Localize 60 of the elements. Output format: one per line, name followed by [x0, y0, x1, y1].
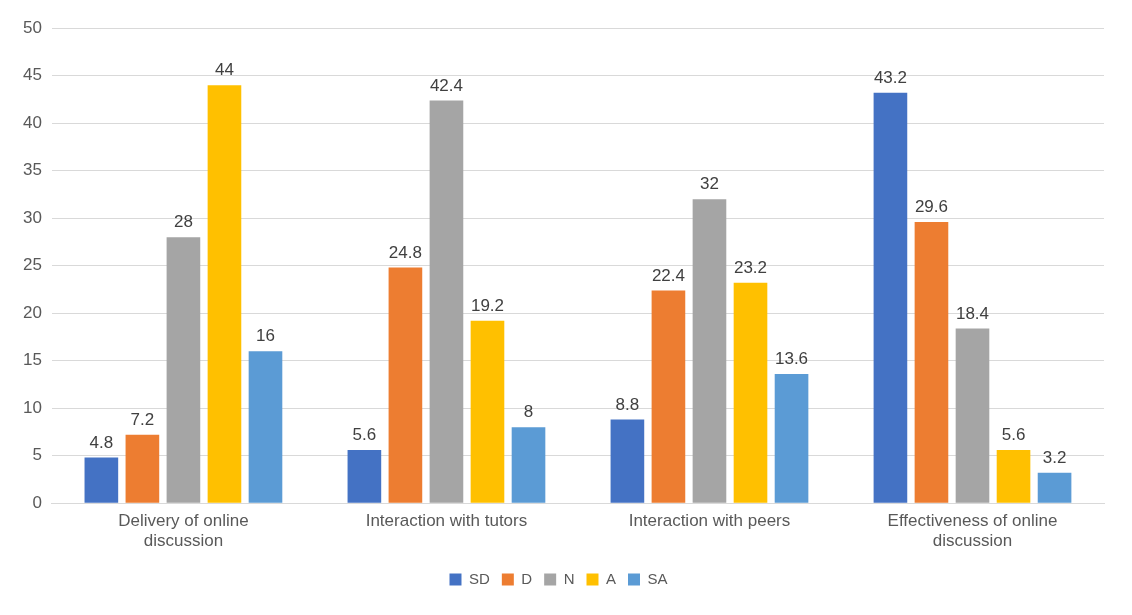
bar [470, 320, 505, 503]
legend-label: A [605, 569, 617, 587]
y-tick-label: 10 [22, 397, 42, 417]
data-label: 18.4 [955, 303, 990, 323]
data-label: 44 [214, 60, 234, 80]
bar [1037, 472, 1072, 503]
legend-label: SA [647, 569, 668, 587]
bar [774, 374, 809, 503]
y-tick-label: 30 [22, 207, 42, 227]
bar [166, 237, 201, 503]
bar [651, 290, 686, 503]
data-label: 3.2 [1042, 447, 1067, 467]
data-label: 16 [256, 326, 275, 346]
bar [511, 427, 546, 503]
x-tick-label: Interaction with tutors [365, 511, 528, 531]
bar [914, 222, 949, 503]
data-label: 22.4 [651, 265, 685, 285]
bar [248, 351, 283, 503]
y-tick-label: 40 [22, 112, 42, 132]
y-tick-label: 20 [22, 302, 42, 322]
data-label: 24.8 [388, 242, 422, 262]
bar [733, 282, 768, 503]
data-label: 28 [173, 212, 193, 232]
data-label: 32 [700, 174, 719, 194]
bar [610, 419, 645, 503]
data-label: 5.6 [352, 425, 377, 445]
y-tick-label: 35 [22, 160, 42, 180]
bar [692, 199, 727, 503]
x-tick-label: Delivery of online discussion [118, 511, 249, 551]
y-tick-label: 25 [22, 255, 42, 275]
legend-label: SD [468, 569, 490, 587]
y-tick-label: 5 [32, 445, 42, 465]
bar [125, 434, 160, 503]
bar [388, 267, 423, 503]
data-label: 42.4 [429, 75, 463, 95]
data-label: 5.6 [1001, 425, 1026, 445]
y-tick-label: 15 [22, 350, 42, 370]
legend-label: D [521, 569, 533, 587]
bar [873, 92, 908, 503]
y-tick-label: 50 [22, 17, 42, 37]
bar [955, 328, 990, 503]
bar [207, 85, 242, 503]
data-label: 8 [523, 402, 534, 422]
data-label: 43.2 [873, 67, 907, 87]
data-label: 19.2 [470, 295, 505, 315]
legend-label: N [563, 569, 575, 587]
x-tick-label: Effectiveness of online discussion [887, 511, 1058, 551]
bar [429, 100, 464, 503]
data-label: 13.6 [774, 349, 809, 369]
data-label: 8.8 [615, 394, 640, 414]
bar [347, 450, 382, 503]
y-tick-label: 45 [22, 65, 42, 85]
data-label: 23.2 [733, 257, 768, 277]
bar [996, 450, 1031, 503]
x-tick-label: Interaction with peers [628, 511, 791, 531]
y-tick-label: 0 [32, 492, 42, 512]
data-label: 29.6 [914, 197, 948, 217]
data-label: 4.8 [89, 432, 114, 452]
bar [84, 457, 119, 503]
data-label: 7.2 [130, 409, 155, 429]
